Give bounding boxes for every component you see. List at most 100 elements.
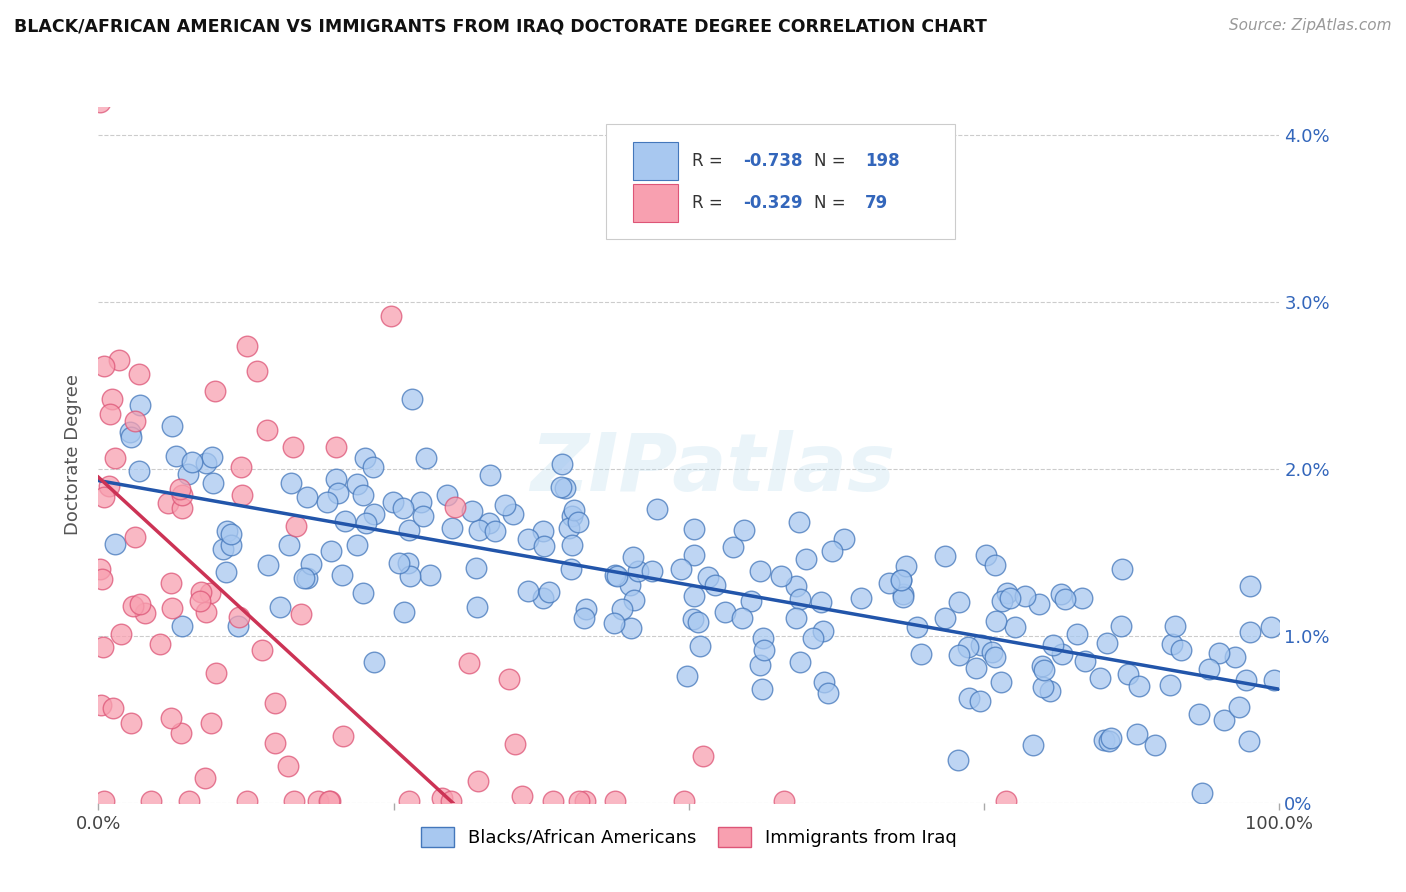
Point [1050, 647, 1073, 661]
Point [170, 619, 193, 633]
Point [380, 310, 402, 324]
Point [623, 593, 645, 607]
Point [467, 773, 489, 788]
Point [517, 532, 540, 546]
Point [292, 571, 315, 585]
Point [1095, 636, 1118, 650]
Text: 79: 79 [865, 194, 889, 212]
Point [965, 661, 987, 675]
Point [821, 543, 844, 558]
Point [1237, 734, 1260, 748]
Point [1090, 671, 1112, 685]
Point [682, 548, 704, 562]
Point [905, 620, 928, 634]
Point [479, 468, 502, 483]
Point [1116, 666, 1139, 681]
Point [682, 589, 704, 603]
Text: BLACK/AFRICAN AMERICAN VS IMMIGRANTS FROM IRAQ DOCTORATE DEGREE CORRELATION CHAR: BLACK/AFRICAN AMERICAN VS IMMIGRANTS FRO… [14, 18, 987, 36]
Point [974, 548, 997, 562]
Bar [634, 184, 678, 222]
Point [550, 458, 572, 472]
Point [516, 584, 538, 599]
Point [177, 467, 200, 482]
Point [627, 564, 650, 578]
Point [180, 455, 202, 469]
Point [325, 472, 347, 486]
Point [510, 789, 533, 803]
Point [558, 521, 581, 535]
Point [149, 637, 172, 651]
Text: ZIPatlas: ZIPatlas [530, 430, 896, 508]
Point [675, 669, 697, 683]
Point [328, 486, 350, 500]
Point [998, 591, 1021, 606]
Point [606, 569, 628, 583]
Point [603, 794, 626, 808]
Point [995, 585, 1018, 599]
Point [561, 508, 583, 523]
Point [789, 656, 811, 670]
Point [1159, 678, 1181, 692]
Point [396, 556, 419, 570]
Point [134, 606, 156, 620]
Point [194, 771, 217, 785]
Point [236, 339, 259, 353]
Point [250, 643, 273, 657]
Point [645, 502, 668, 516]
Point [468, 523, 491, 537]
Point [354, 450, 377, 465]
Point [603, 615, 626, 630]
Point [1227, 699, 1250, 714]
Point [215, 566, 238, 580]
Point [785, 610, 807, 624]
Point [621, 549, 644, 564]
Point [1031, 658, 1053, 673]
Point [733, 523, 755, 537]
Point [93, 794, 115, 808]
Point [363, 655, 385, 669]
Point [957, 640, 980, 654]
Point [980, 645, 1002, 659]
Point [714, 605, 737, 619]
Point [172, 500, 194, 515]
Point [104, 537, 127, 551]
Point [264, 696, 287, 710]
Point [1021, 738, 1043, 752]
Point [354, 516, 377, 530]
Point [465, 600, 488, 615]
Point [159, 575, 181, 590]
Point [620, 621, 643, 635]
Point [460, 504, 482, 518]
Point [129, 398, 152, 412]
Point [890, 573, 912, 587]
Point [801, 631, 824, 645]
Point [538, 584, 561, 599]
Point [307, 794, 329, 808]
Point [1099, 731, 1122, 746]
Point [505, 737, 527, 751]
Point [204, 384, 226, 399]
Point [128, 367, 150, 381]
Point [388, 557, 411, 571]
Point [316, 495, 339, 509]
Bar [634, 142, 678, 180]
Point [333, 514, 356, 528]
Point [1074, 654, 1097, 668]
Point [412, 508, 434, 523]
Point [204, 666, 226, 681]
Point [159, 711, 181, 725]
Point [325, 440, 347, 454]
Point [110, 627, 132, 641]
Point [128, 464, 150, 478]
Point [352, 488, 374, 502]
Point [561, 538, 583, 552]
Point [319, 794, 342, 808]
Point [1098, 734, 1121, 748]
Point [692, 749, 714, 764]
Point [169, 483, 191, 497]
Point [120, 716, 142, 731]
Point [991, 594, 1014, 608]
Point [346, 538, 368, 552]
Point [120, 429, 142, 443]
Point [689, 640, 711, 654]
